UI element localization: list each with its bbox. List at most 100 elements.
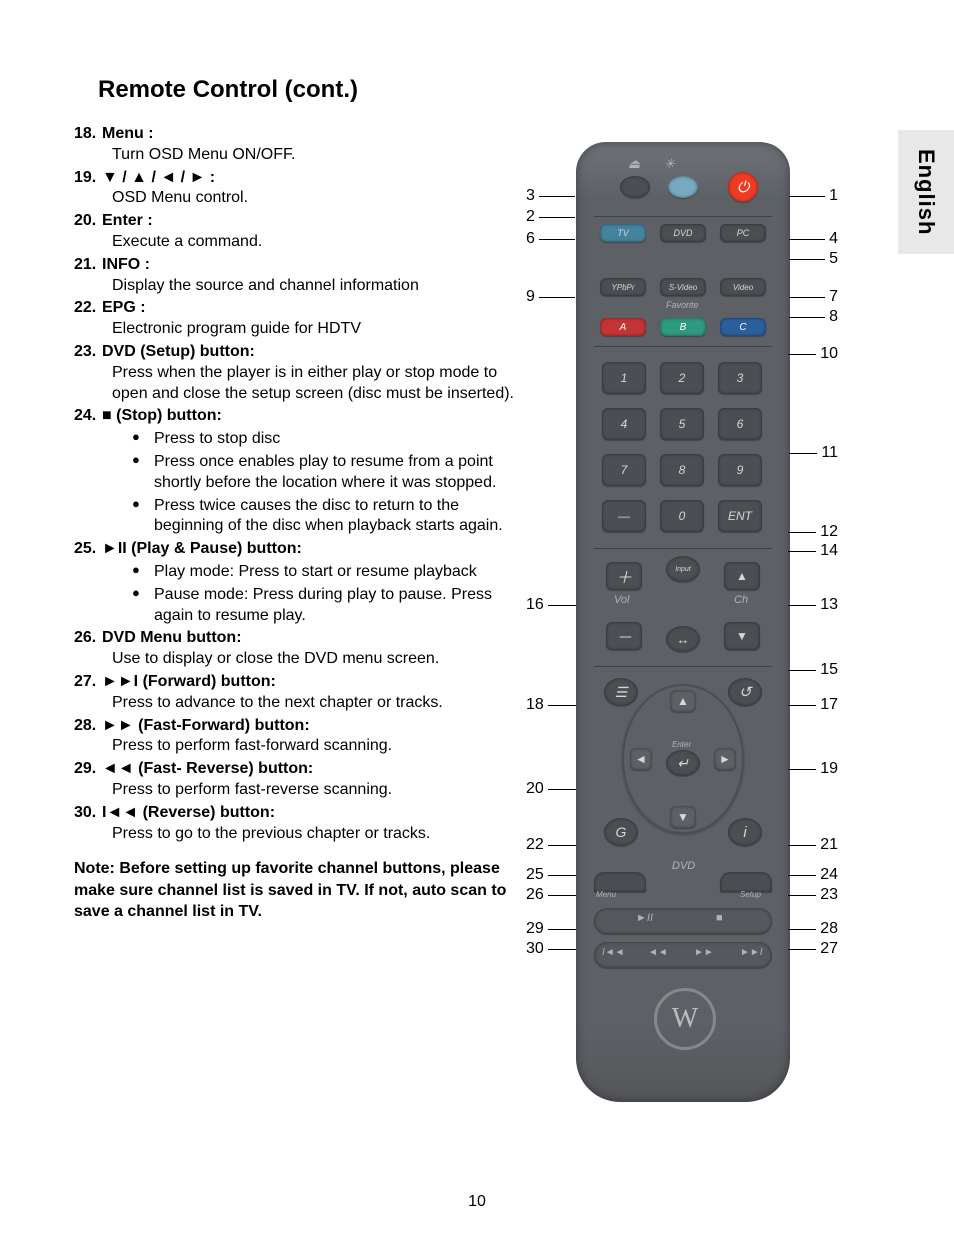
- callout-line: [789, 453, 817, 454]
- callout-line: [548, 789, 576, 790]
- item-number: 23.: [74, 342, 102, 363]
- callout-number: 27: [820, 940, 838, 958]
- dvd-section-label: DVD: [672, 860, 695, 872]
- source-s-video-button: S-Video: [660, 278, 706, 296]
- item-label: ►►I (Forward) button:: [102, 673, 276, 690]
- callout-line: [788, 354, 816, 355]
- numpad-ent-button: ENT: [718, 500, 762, 532]
- callout-18: 18: [526, 696, 576, 714]
- remote-diagram: ⏏✳⏻TVDVDPCYPbPrS-VideoVideoFavoriteABC12…: [528, 142, 838, 1102]
- item-bullets: Press to stop discPress once enables pla…: [132, 429, 514, 537]
- back-button: ↺: [728, 678, 762, 706]
- numpad-3-button: 3: [718, 362, 762, 394]
- item-label: Menu :: [102, 125, 154, 142]
- callout-number: 22: [526, 836, 544, 854]
- remote-body: ⏏✳⏻TVDVDPCYPbPrS-VideoVideoFavoriteABC12…: [576, 142, 790, 1102]
- favorite-label: Favorite: [666, 300, 699, 310]
- transport-icon: ►►I: [740, 947, 763, 958]
- bullet-item: Press to stop disc: [132, 429, 514, 450]
- divider: [594, 666, 772, 667]
- callout-28: 28: [788, 920, 838, 938]
- nav-down-button: ▼: [670, 806, 696, 828]
- instruction-item: 30.I◄◄ (Reverse) button:Press to go to t…: [74, 803, 514, 845]
- nav-up-button: ▲: [670, 690, 696, 712]
- menu-label: Menu: [596, 890, 616, 899]
- callout-number: 6: [526, 230, 535, 248]
- instruction-item: 20.Enter : Execute a command.: [74, 211, 514, 253]
- play-pause-icon: ►II: [636, 912, 653, 924]
- power-button: ⏻: [728, 172, 758, 202]
- callout-line: [788, 670, 816, 671]
- brand-logo: W: [654, 988, 716, 1050]
- item-description: OSD Menu control.: [112, 188, 514, 209]
- numpad-7-button: 7: [602, 454, 646, 486]
- callout-3: 3: [526, 187, 575, 205]
- callout-20: 20: [526, 780, 576, 798]
- callout-number: 17: [820, 696, 838, 714]
- callout-number: 4: [829, 230, 838, 248]
- numpad-9-button: 9: [718, 454, 762, 486]
- callout-number: 28: [820, 920, 838, 938]
- transport-icon: I◄◄: [602, 947, 625, 958]
- callout-line: [548, 845, 576, 846]
- ch-label: Ch: [734, 594, 748, 606]
- favorite-c-button: C: [720, 318, 766, 336]
- item-label: I◄◄ (Reverse) button:: [102, 804, 275, 821]
- numpad-2-button: 2: [660, 362, 704, 394]
- callout-1: 1: [789, 187, 838, 205]
- callout-number: 16: [526, 596, 544, 614]
- eject-icon: ⏏: [628, 156, 640, 172]
- item-number: 27.: [74, 672, 102, 693]
- dvd-menu-button: [594, 872, 646, 892]
- callout-line: [548, 705, 576, 706]
- callout-4: 4: [789, 230, 838, 248]
- item-number: 28.: [74, 716, 102, 737]
- callout-25: 25: [526, 866, 576, 884]
- callout-9: 9: [526, 288, 575, 306]
- callout-12: 12: [788, 523, 838, 541]
- item-number: 20.: [74, 211, 102, 232]
- item-description: Press when the player is in either play …: [112, 363, 514, 405]
- item-label: ►► (Fast-Forward) button:: [102, 717, 310, 734]
- callout-7: 7: [789, 288, 838, 306]
- enter-label: Enter: [672, 740, 691, 749]
- epg-button: ☰: [604, 678, 638, 706]
- item-description: Execute a command.: [112, 232, 514, 253]
- guide-button: G: [604, 818, 638, 846]
- item-label: Enter :: [102, 212, 153, 229]
- item-number: 24.: [74, 406, 102, 427]
- item-number: 21.: [74, 255, 102, 276]
- callout-line: [788, 769, 816, 770]
- callout-line: [548, 875, 576, 876]
- callout-number: 25: [526, 866, 544, 884]
- nav-left-button: ◄: [630, 748, 652, 770]
- divider: [594, 346, 772, 347]
- item-description: Use to display or close the DVD menu scr…: [112, 649, 514, 670]
- callout-15: 15: [788, 661, 838, 679]
- callout-line: [788, 845, 816, 846]
- bullet-item: Pause mode: Press during play to pause. …: [132, 585, 514, 627]
- favorite-b-button: B: [660, 318, 706, 336]
- callout-number: 8: [829, 308, 838, 326]
- callout-number: 29: [526, 920, 544, 938]
- callout-line: [788, 875, 816, 876]
- note-text: Note: Before setting up favorite channel…: [74, 858, 514, 923]
- numpad-4-button: 4: [602, 408, 646, 440]
- source-video-button: Video: [720, 278, 766, 296]
- item-label: ■ (Stop) button:: [102, 407, 222, 424]
- callout-number: 1: [829, 187, 838, 205]
- instruction-item: 23.DVD (Setup) button:Press when the pla…: [74, 342, 514, 404]
- callout-13: 13: [788, 596, 838, 614]
- item-label: ◄◄ (Fast- Reverse) button:: [102, 760, 313, 777]
- enter-button: ↵: [666, 750, 700, 776]
- ch-up-button: ▲: [724, 562, 760, 590]
- instruction-item: 26.DVD Menu button:Use to display or clo…: [74, 628, 514, 670]
- callout-30: 30: [526, 940, 576, 958]
- callout-line: [788, 605, 816, 606]
- aspect-button: ↔: [666, 626, 700, 652]
- setup-label: Setup: [740, 890, 761, 899]
- item-label: DVD Menu button:: [102, 629, 242, 646]
- instruction-item: 21.INFO :Display the source and channel …: [74, 255, 514, 297]
- callout-line: [789, 239, 825, 240]
- callout-number: 13: [820, 596, 838, 614]
